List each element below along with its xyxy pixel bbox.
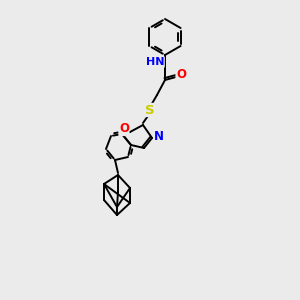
Text: S: S bbox=[145, 103, 155, 116]
Text: O: O bbox=[176, 68, 186, 80]
Text: HN: HN bbox=[146, 57, 164, 67]
Text: N: N bbox=[154, 130, 164, 142]
Text: O: O bbox=[119, 122, 129, 136]
